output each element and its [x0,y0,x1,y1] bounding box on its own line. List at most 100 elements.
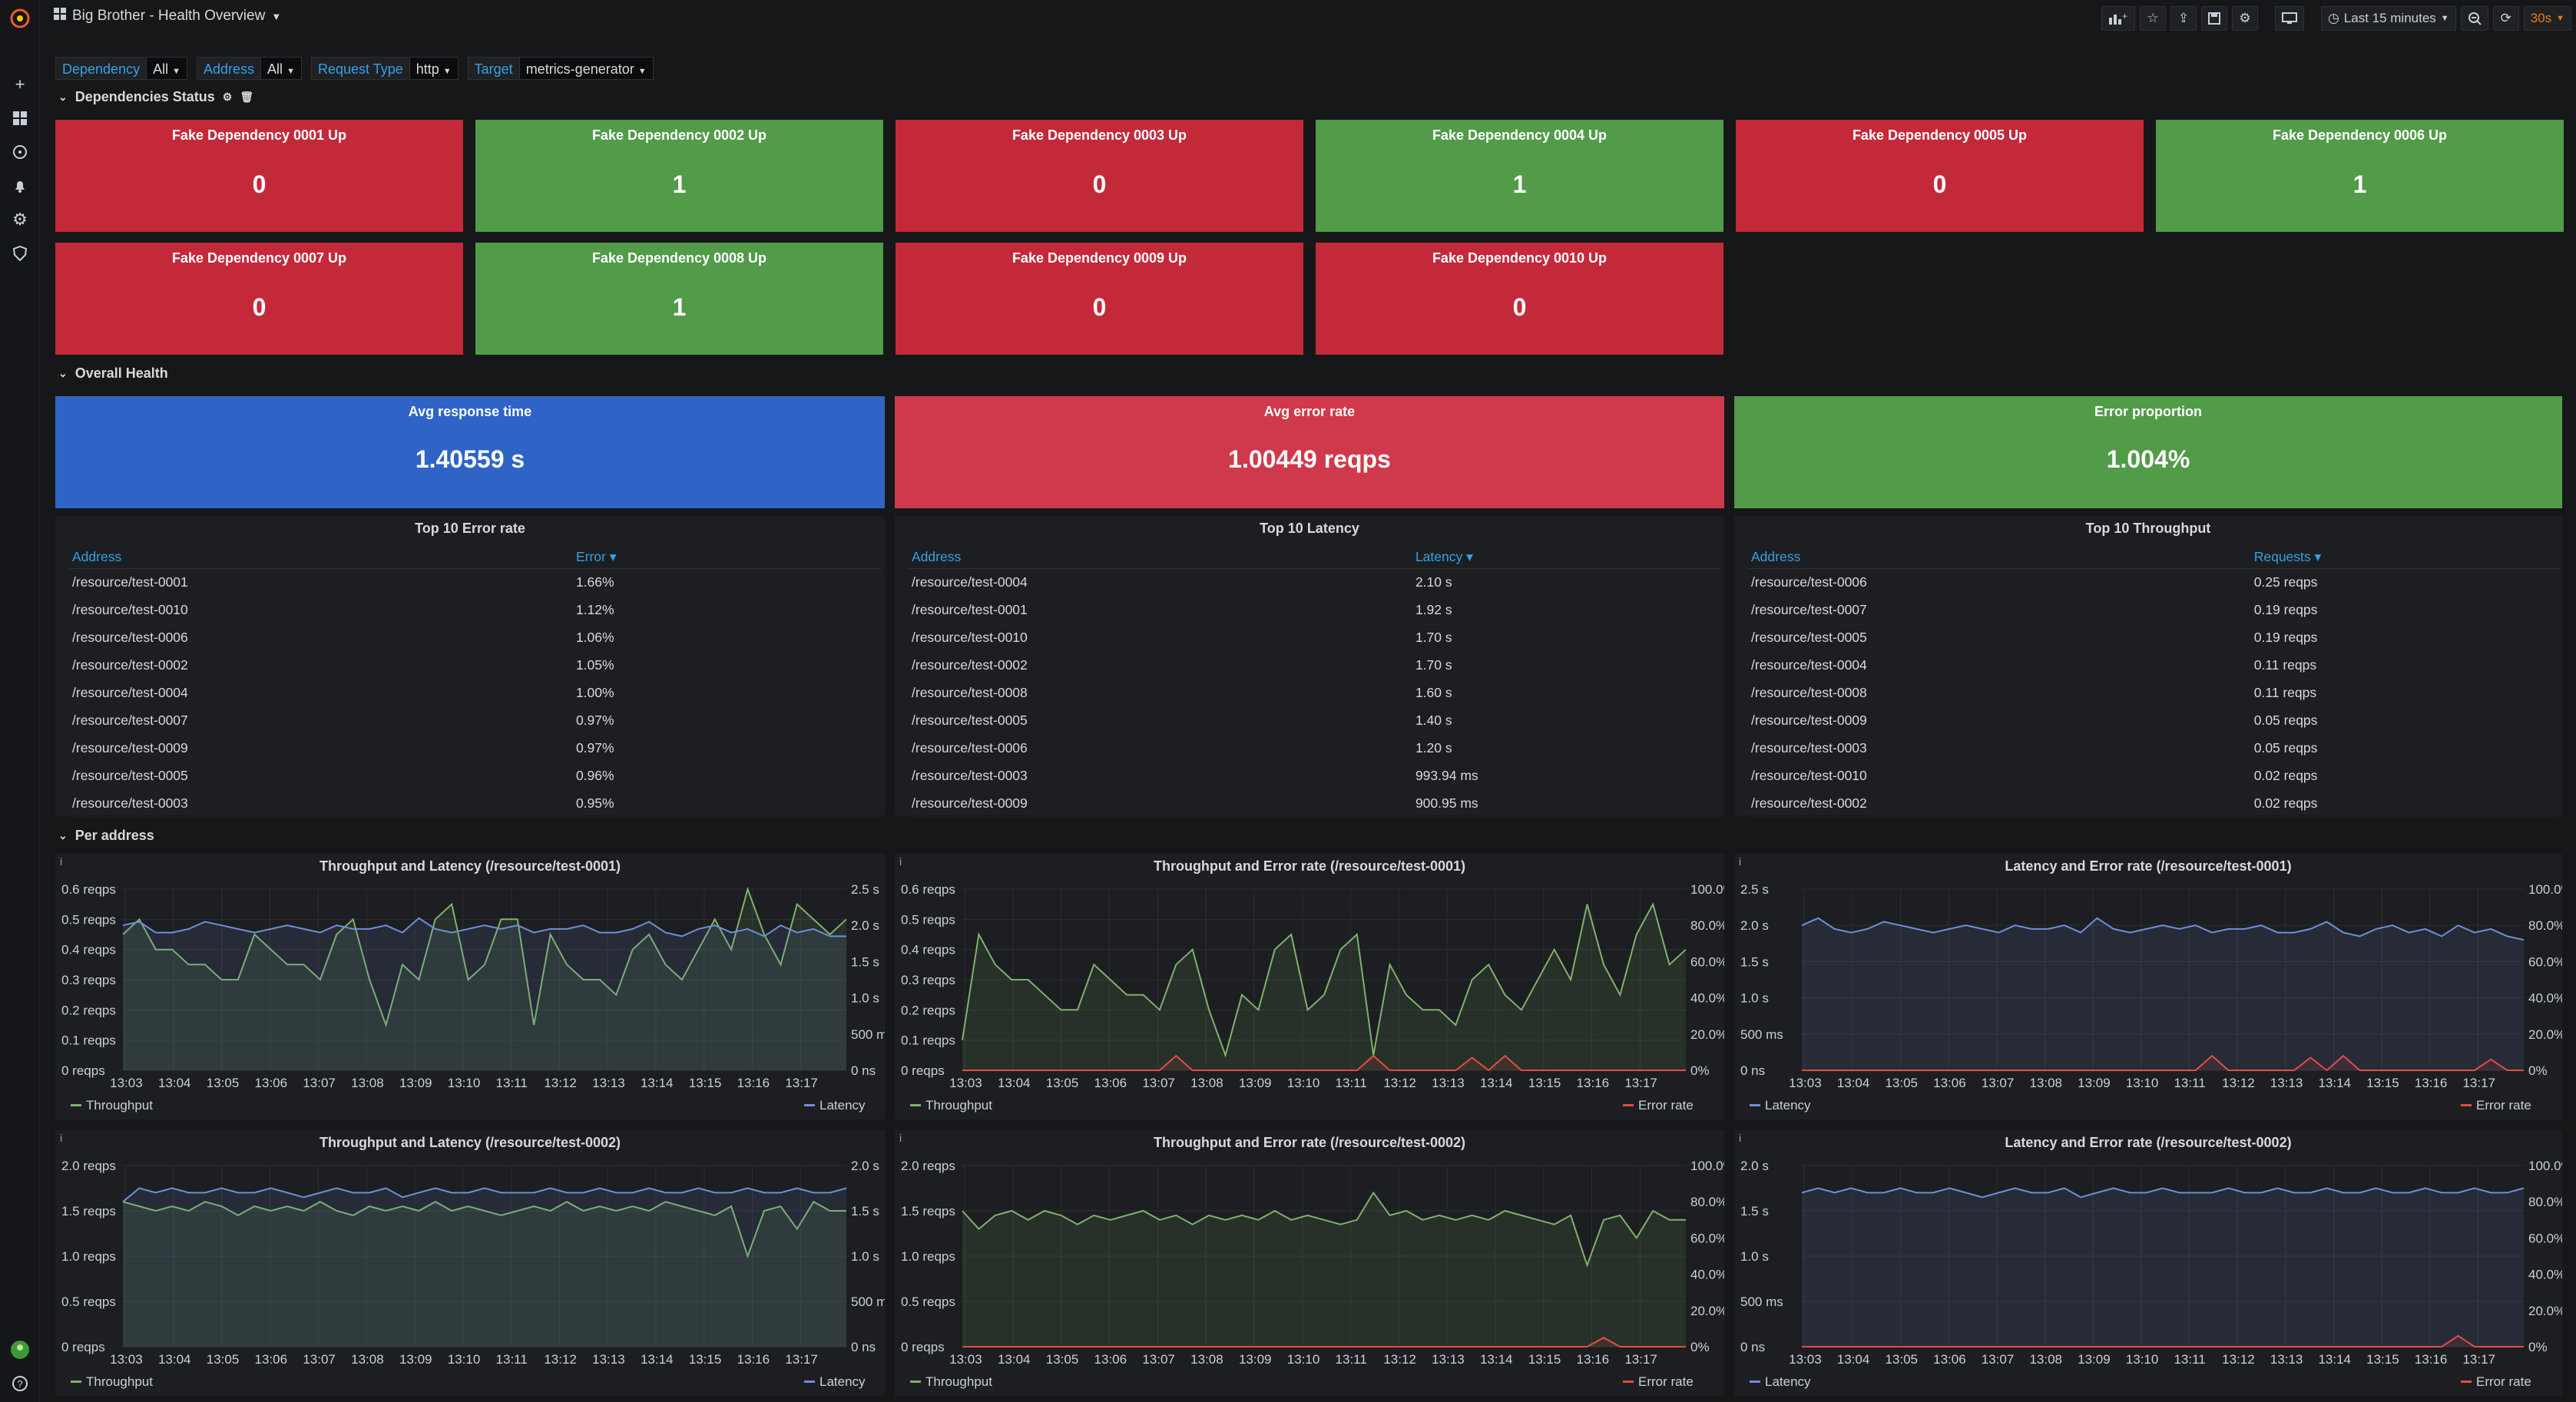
dependency-stat-panel[interactable]: Fake Dependency 0004 Up 1 [1316,120,1723,232]
y-tick-left: 0.1 reqps [61,1033,116,1048]
y-tick-right: 0 ns [851,1063,876,1078]
x-tick: 13:09 [399,1352,432,1367]
y-tick-right: 80.0% [1690,1195,1724,1209]
x-tick: 13:16 [737,1076,770,1090]
chevron-down-icon: ⌄ [58,829,68,842]
y-tick-left: 500 ms [1740,1027,1783,1042]
dependency-stat-panel[interactable]: Fake Dependency 0007 Up 0 [55,243,463,355]
dependency-stat-panel[interactable]: Fake Dependency 0009 Up 0 [896,243,1303,355]
panel-info-icon[interactable]: i [1739,1132,1742,1144]
x-tick: 13:14 [1480,1076,1513,1090]
x-tick: 13:10 [2126,1352,2159,1367]
panel-info-icon[interactable]: i [899,855,902,868]
row-settings-gear-icon[interactable]: ⚙ [222,91,233,103]
row-dependencies-status[interactable]: ⌄ Dependencies Status ⚙ 🗑 [58,89,253,105]
graph-panel[interactable]: i Throughput and Latency (/resource/test-… [55,854,885,1119]
dependency-stat-panel[interactable]: Fake Dependency 0001 Up 0 [55,120,463,232]
stat-title: Fake Dependency 0009 Up [1012,250,1187,266]
variable-address-select[interactable]: All ▼ [261,57,302,80]
panel-title: Throughput and Error rate (/resource/tes… [1153,1135,1466,1150]
graph-panel[interactable]: i Throughput and Error rate (/resource/te… [895,854,1724,1119]
y-tick-right: 0% [1690,1340,1710,1354]
zoom-out-button[interactable] [2460,6,2488,31]
dependency-stat-panel[interactable]: Fake Dependency 0006 Up 1 [2156,120,2564,232]
table-row: /resource/test-0005 1.40 s [909,706,1721,735]
dashboards-icon[interactable] [8,106,32,131]
y-tick-right: 100.0% [2528,1159,2562,1173]
help-icon[interactable]: ? [8,1371,32,1396]
y-tick-left: 0.5 reqps [901,912,955,927]
column-header-address[interactable]: Address [1748,547,2251,569]
caret-down-icon: ▼ [271,10,282,22]
cell-value: 0.19 reqps [2250,623,2559,652]
dependency-stat-panel[interactable]: Fake Dependency 0003 Up 0 [896,120,1303,232]
column-header-address[interactable]: Address [909,547,1412,569]
variable-target-select[interactable]: metrics-generator ▼ [519,57,654,80]
alerting-bell-icon[interactable] [8,174,32,198]
dependency-stat-panel[interactable]: Fake Dependency 0010 Up 0 [1316,243,1723,355]
explore-icon[interactable] [8,140,32,164]
add-panel-button[interactable]: + [2101,6,2135,31]
stat-error-proportion[interactable]: Error proportion 1.004% [1734,396,2562,508]
column-header-sort[interactable]: Requests ▾ [2250,547,2559,569]
series-area [123,918,846,1070]
refresh-interval-picker[interactable]: 30s ▼ [2523,6,2571,31]
x-tick: 13:15 [2366,1076,2399,1090]
stat-avg-error-rate[interactable]: Avg error rate 1.00449 reqps [895,396,1724,508]
variable-dependency-select[interactable]: All ▼ [147,57,187,80]
tv-mode-button[interactable] [2274,6,2304,31]
dependency-stat-panel[interactable]: Fake Dependency 0002 Up 1 [475,120,883,232]
plus-icon[interactable]: + [15,74,25,94]
graph-panel[interactable]: i Throughput and Latency (/resource/test-… [55,1130,885,1396]
server-admin-shield-icon[interactable] [8,241,32,266]
legend-item: Throughput [910,1098,992,1113]
dependency-stat-panel[interactable]: Fake Dependency 0008 Up 1 [475,243,883,355]
refresh-button[interactable]: ⟳ [2492,6,2519,31]
panel-info-icon[interactable]: i [60,855,63,868]
series-line [962,1337,1686,1347]
stat-avg-response-time[interactable]: Avg response time 1.40559 s [55,396,885,508]
x-tick: 13:11 [1336,1076,1367,1090]
y-tick-left: 0.6 reqps [901,882,955,897]
legend-label: Error rate [1638,1098,1694,1113]
share-button[interactable]: ⇪ [2170,6,2197,31]
save-button[interactable] [2200,6,2227,31]
column-header-sort[interactable]: Latency ▾ [1412,547,1721,569]
panel-info-icon[interactable]: i [60,1132,63,1144]
x-tick: 13:08 [2029,1352,2062,1367]
y-tick-left: 1.0 s [1740,991,1769,1006]
latency-table: Address Latency ▾/resource/test-0004 2.10 … [909,547,1721,818]
variable-request-type-select[interactable]: http ▼ [409,57,459,80]
legend-item: Latency [804,1374,866,1389]
table-row: /resource/test-0006 1.06% [69,623,882,652]
column-header-address[interactable]: Address [69,547,573,569]
variable-value: http [416,61,439,77]
cell-address: /resource/test-0007 [69,706,573,735]
graph-panel[interactable]: i Latency and Error rate (/resource/test-… [1734,1130,2562,1396]
panel-info-icon[interactable]: i [1739,855,1742,868]
table-row: /resource/test-0001 1.92 s [909,596,1721,624]
time-picker-button[interactable]: ◷ Last 15 minutes ▼ [2320,6,2456,31]
legend-item: Throughput [910,1374,992,1389]
user-avatar-icon[interactable] [8,1338,32,1362]
dependency-stat-panel[interactable]: Fake Dependency 0005 Up 0 [1736,120,2144,232]
y-tick-right: 40.0% [2528,991,2562,1006]
graph-panel[interactable]: i Throughput and Error rate (/resource/te… [895,1130,1724,1396]
row-delete-trash-icon[interactable]: 🗑 [240,91,254,103]
graph-panel[interactable]: i Latency and Error rate (/resource/test-… [1734,854,2562,1119]
y-tick-left: 0.1 reqps [901,1033,955,1048]
cell-value: 2.10 s [1412,568,1721,597]
row-per-address[interactable]: ⌄ Per address [58,828,154,844]
star-button[interactable]: ☆ [2139,6,2166,31]
settings-button[interactable]: ⚙ [2231,6,2258,31]
column-header-sort[interactable]: Error ▾ [572,547,882,569]
grafana-logo-icon[interactable] [8,6,32,31]
panel-info-icon[interactable]: i [899,1132,902,1144]
dashboard-title[interactable]: Big Brother - Health Overview ▼ [54,8,281,25]
y-tick-right: 2.0 s [851,918,879,933]
row-overall-health[interactable]: ⌄ Overall Health [58,365,168,382]
configuration-gear-icon[interactable]: ⚙ [12,210,28,229]
legend-label: Latency [819,1374,866,1389]
series-area [1802,1188,2524,1347]
x-tick: 13:16 [1577,1352,1610,1367]
